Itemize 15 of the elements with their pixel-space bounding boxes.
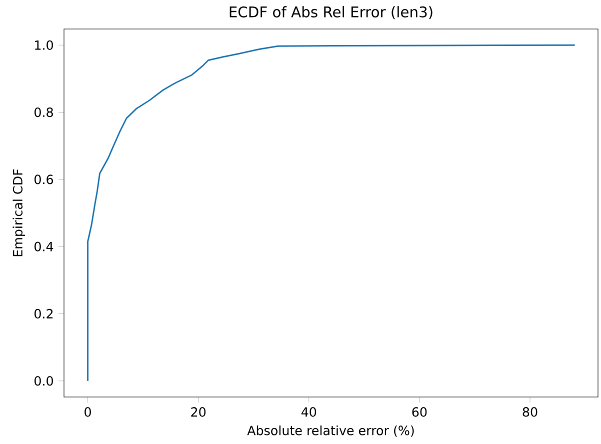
line-series <box>87 44 576 382</box>
y-tick-label: 0.0 <box>34 376 53 386</box>
y-tick-label: 0.4 <box>34 242 54 252</box>
y-axis-title: Empirical CDF <box>12 169 25 256</box>
x-tick-label: 40 <box>301 407 316 417</box>
chart-title: ECDF of Abs Rel Error (len3) <box>230 6 432 20</box>
y-tick-label: 0.2 <box>34 308 53 319</box>
y-tick-label: 1.0 <box>35 40 53 50</box>
x-tick-label: 60 <box>412 407 427 417</box>
x-tick-label: 0 <box>84 407 91 417</box>
x-tick-label: 20 <box>191 407 206 417</box>
x-axis-title: Absolute relative error (%) <box>247 425 414 437</box>
y-tick-label: 0.8 <box>34 107 53 118</box>
y-tick-label: 0.6 <box>34 174 54 184</box>
x-tick-label: 80 <box>522 407 538 417</box>
